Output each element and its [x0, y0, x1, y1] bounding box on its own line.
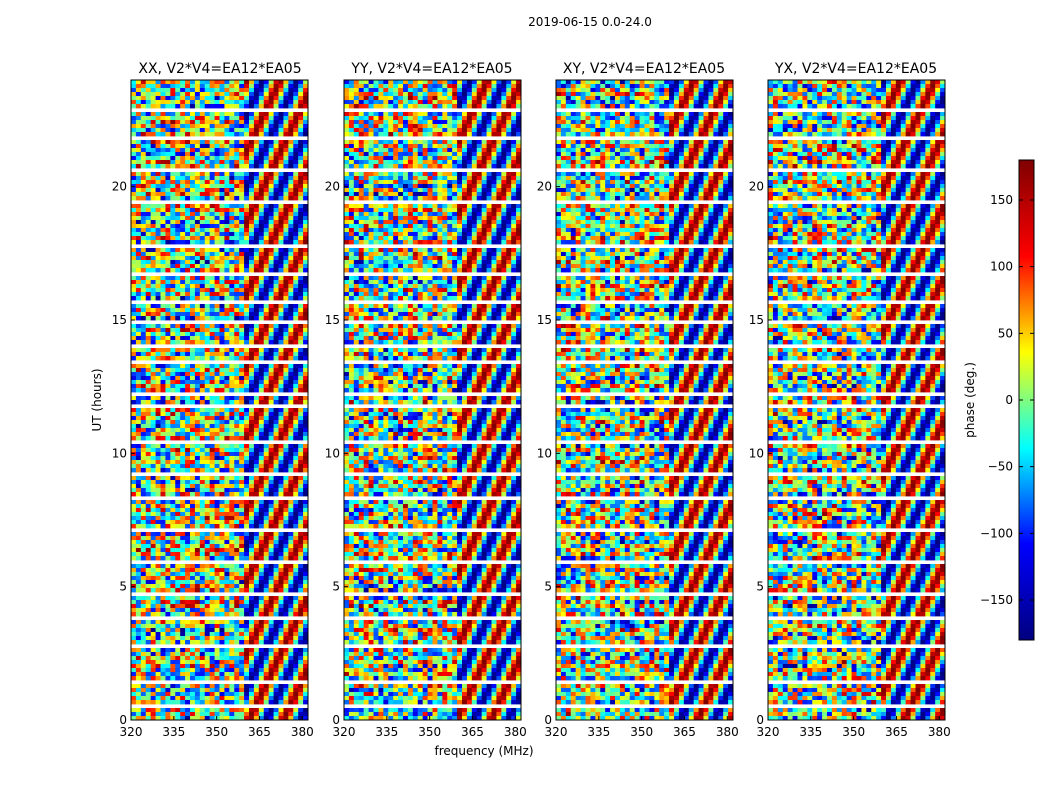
x-tick-label: 320	[333, 725, 356, 739]
x-tick-label: 365	[885, 725, 908, 739]
x-tick-label: 320	[757, 725, 780, 739]
x-tick-label: 335	[587, 725, 610, 739]
y-tick-label: 10	[325, 446, 340, 460]
y-tick-label: 5	[119, 580, 127, 594]
panel-title: XX, V2*V4=EA12*EA05	[138, 61, 301, 77]
x-tick-label: 335	[162, 725, 185, 739]
colorbar-ticks: 150 100 50 0 −50 −100 −150	[980, 193, 1034, 607]
plot-frame	[343, 79, 522, 721]
heatmap-image	[131, 80, 309, 721]
colorbar-tick-label: 0	[1005, 393, 1013, 407]
x-tick-label: 335	[375, 725, 398, 739]
y-tick-label: 0	[544, 713, 552, 727]
x-tick-label: 320	[545, 725, 568, 739]
x-tick-label: 335	[799, 725, 822, 739]
panel-yx: YX, V2*V4=EA12*EA05 320 335 350 365 380 0 5 10…	[749, 61, 951, 739]
y-axis-ticks: 0 5 10 15 20	[325, 180, 348, 727]
panel-title: XY, V2*V4=EA12*EA05	[563, 61, 725, 77]
x-tick-label: 365	[461, 725, 484, 739]
heatmap-image	[556, 80, 734, 721]
y-tick-label: 0	[332, 713, 340, 727]
x-tick-label: 350	[418, 725, 441, 739]
plot-frame	[555, 79, 734, 721]
heatmap-image	[344, 80, 522, 721]
x-tick-label: 350	[630, 725, 653, 739]
plot-frame	[767, 79, 946, 721]
colorbar-tick-label: 50	[998, 326, 1013, 340]
x-tick-label: 350	[205, 725, 228, 739]
colorbar: 150 100 50 0 −50 −100 −150 phase (deg.)	[963, 159, 1035, 641]
x-axis-ticks: 320 335 350 365 380	[120, 716, 314, 739]
x-axis-ticks: 320 335 350 365 380	[545, 716, 739, 739]
figure-suptitle: 2019-06-15 0.0-24.0	[528, 15, 652, 29]
y-tick-label: 20	[325, 180, 340, 194]
y-axis-label: UT (hours)	[90, 368, 104, 431]
x-axis-label: frequency (MHz)	[434, 744, 533, 758]
y-tick-label: 15	[749, 313, 764, 327]
y-tick-label: 15	[325, 313, 340, 327]
colorbar-tick-label: −150	[980, 593, 1013, 607]
colorbar-tick-label: 100	[990, 260, 1013, 274]
y-tick-label: 20	[537, 180, 552, 194]
y-tick-label: 15	[112, 313, 127, 327]
colorbar-label: phase (deg.)	[963, 362, 977, 438]
y-tick-label: 5	[332, 580, 340, 594]
colorbar-tick-label: −50	[988, 460, 1013, 474]
panel-xy: XY, V2*V4=EA12*EA05 320 335 350 365 380 0 5 10…	[537, 61, 739, 739]
heatmap-image	[768, 80, 946, 721]
x-tick-label: 365	[248, 725, 271, 739]
y-axis-ticks: 0 5 10 15 20	[749, 180, 772, 727]
y-tick-label: 20	[749, 180, 764, 194]
y-axis-ticks: 0 5 10 15 20	[112, 180, 135, 727]
x-tick-label: 380	[291, 725, 314, 739]
panel-yy: YY, V2*V4=EA12*EA05 320 335 350 365 380 0 5 10…	[325, 61, 527, 739]
y-tick-label: 5	[756, 580, 764, 594]
y-axis-ticks: 0 5 10 15 20	[537, 180, 560, 727]
y-tick-label: 10	[537, 446, 552, 460]
y-tick-label: 0	[756, 713, 764, 727]
x-tick-label: 350	[842, 725, 865, 739]
plot-frame	[130, 79, 309, 721]
colorbar-tick-label: −100	[980, 526, 1013, 540]
panel-title: YX, V2*V4=EA12*EA05	[774, 61, 937, 77]
x-tick-label: 380	[716, 725, 739, 739]
x-tick-label: 380	[928, 725, 951, 739]
panel-title: YY, V2*V4=EA12*EA05	[350, 61, 512, 77]
colorbar-tick-label: 150	[990, 193, 1013, 207]
x-axis-ticks: 320 335 350 365 380	[333, 716, 527, 739]
y-tick-label: 15	[537, 313, 552, 327]
y-tick-label: 10	[749, 446, 764, 460]
x-tick-label: 320	[120, 725, 143, 739]
x-tick-label: 380	[504, 725, 527, 739]
y-tick-label: 20	[112, 180, 127, 194]
y-tick-label: 0	[119, 713, 127, 727]
y-tick-label: 10	[112, 446, 127, 460]
x-axis-ticks: 320 335 350 365 380	[757, 716, 951, 739]
x-tick-label: 365	[673, 725, 696, 739]
panel-xx: XX, V2*V4=EA12*EA05 320 335 350 365 380 0 5 10…	[112, 61, 314, 739]
y-tick-label: 5	[544, 580, 552, 594]
